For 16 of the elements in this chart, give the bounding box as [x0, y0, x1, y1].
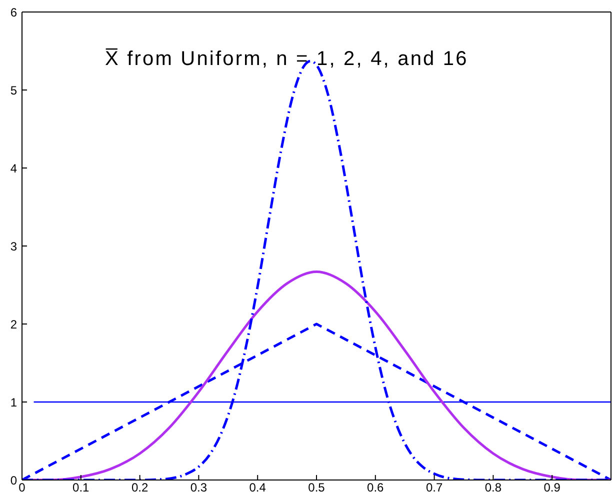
- x-tick-label: 0.8: [484, 480, 502, 495]
- x-tick-label: 0.2: [131, 480, 148, 495]
- y-tick-label: 3: [10, 239, 18, 254]
- y-tick-label: 6: [10, 5, 18, 20]
- x-tick-label: 0.7: [426, 480, 443, 495]
- x-tick-label: 0.1: [72, 480, 90, 495]
- x-tick-label: 0.4: [249, 480, 266, 495]
- y-tick-label: 5: [10, 83, 18, 98]
- y-tick-label: 1: [10, 395, 18, 410]
- text: X̅ from Uniform, n = 1, 2, 4, and 16: [105, 47, 468, 71]
- x-tick-label: 0.5: [308, 480, 326, 495]
- y-tick-label: 2: [10, 317, 18, 332]
- y-tick-label: 4: [10, 161, 18, 176]
- x-tick-label: 0.6: [367, 480, 384, 495]
- x-tick-label: 0.9: [544, 480, 561, 495]
- x-tick-label: 0.3: [190, 480, 208, 495]
